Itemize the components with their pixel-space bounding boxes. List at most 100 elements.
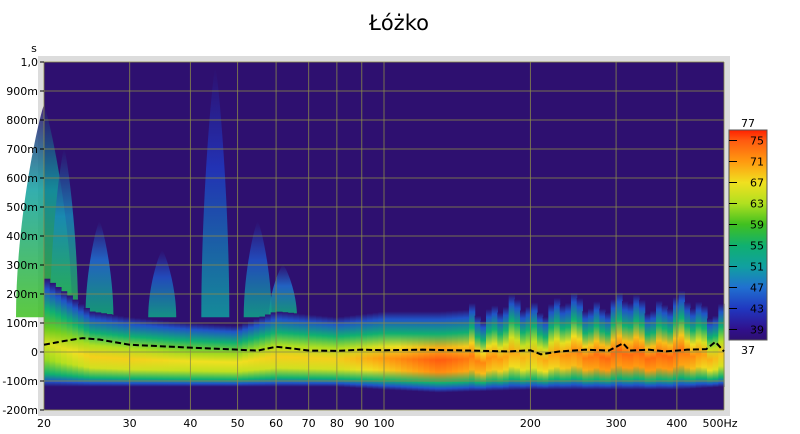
spectral-band <box>531 302 538 390</box>
spectral-band <box>83 307 90 387</box>
spectral-band <box>508 294 515 391</box>
spectral-band <box>503 306 510 391</box>
spectral-band <box>95 312 102 387</box>
spectral-band <box>537 312 544 390</box>
y-tick-label: 300m <box>6 259 38 272</box>
spectral-band <box>316 315 323 387</box>
spectral-band <box>157 320 164 387</box>
colorbar-label: 47 <box>750 282 764 295</box>
spectral-band <box>639 299 646 390</box>
colorbar-label: 67 <box>750 177 764 190</box>
spectral-band <box>474 315 481 392</box>
decay-tail <box>201 67 230 318</box>
spectral-band <box>571 292 578 390</box>
spectral-band <box>100 313 107 387</box>
spectral-band <box>112 314 119 387</box>
y-tick-label: 400m <box>6 230 38 243</box>
spectral-band <box>231 325 238 387</box>
spectral-band <box>673 297 680 390</box>
spectral-band <box>214 324 221 387</box>
spectral-band <box>525 306 532 390</box>
spectral-band <box>253 318 260 387</box>
spectral-band <box>718 303 725 387</box>
spectral-band <box>168 321 175 387</box>
spectral-band <box>61 291 68 387</box>
colorbar-label: 63 <box>750 198 764 211</box>
x-tick-label: 70 <box>302 417 316 430</box>
spectral-band <box>78 303 85 387</box>
spectral-band <box>293 313 300 387</box>
spectral-band <box>140 318 147 387</box>
spectral-band <box>389 311 396 391</box>
spectral-band <box>667 308 674 390</box>
spectral-band <box>355 314 362 389</box>
spectral-band <box>265 314 272 387</box>
spectral-band <box>276 311 283 387</box>
spectral-band <box>378 311 385 390</box>
spectral-band <box>191 323 198 387</box>
y-tick-label: 900m <box>6 85 38 98</box>
spectral-band <box>163 320 170 387</box>
spectral-band <box>242 323 249 387</box>
spectral-band <box>185 322 192 387</box>
spectral-band <box>656 300 663 390</box>
spectral-band <box>633 294 640 390</box>
y-tick-label: 100m <box>6 317 38 330</box>
spectral-band <box>469 303 476 392</box>
spectral-band <box>225 325 232 387</box>
colorbar-label: 39 <box>750 324 764 337</box>
spectral-band <box>491 305 498 391</box>
spectral-band <box>707 318 714 388</box>
spectral-band <box>367 313 374 389</box>
spectral-band <box>412 311 419 392</box>
y-tick-label: -100m <box>2 375 38 388</box>
spectral-band <box>117 315 124 387</box>
y-tick-label: 200m <box>6 288 38 301</box>
spectral-band <box>270 312 277 387</box>
spectral-band <box>661 304 668 390</box>
decay-tail <box>148 250 177 318</box>
spectral-band <box>452 310 459 393</box>
spectral-band <box>548 303 555 390</box>
colorbar-label: 77 <box>741 117 755 130</box>
spectral-band <box>287 312 294 387</box>
spectral-band <box>236 325 243 387</box>
spectral-band <box>55 287 62 387</box>
x-tick-label: 20 <box>37 417 51 430</box>
spectral-band <box>593 301 600 390</box>
spectral-band <box>599 308 606 390</box>
x-tick-label: 400 <box>666 417 687 430</box>
decay-tail <box>243 221 272 318</box>
x-tick-label: 100 <box>374 417 395 430</box>
spectral-band <box>151 319 158 387</box>
colorbar-label: 59 <box>750 219 764 232</box>
spectral-band <box>180 322 187 387</box>
x-tick-label: 200 <box>520 417 541 430</box>
spectral-band <box>197 323 204 387</box>
spectral-band <box>202 323 209 387</box>
x-tick-label: 50 <box>231 417 245 430</box>
spectral-band <box>361 313 368 389</box>
y-tick-label: 700m <box>6 143 38 156</box>
y-tick-label: 1,0 <box>21 56 39 69</box>
spectral-band <box>627 302 634 390</box>
spectral-band <box>559 305 566 390</box>
x-tick-label: 30 <box>123 417 137 430</box>
chart-title: Łóżko <box>368 11 429 35</box>
y-tick-label: 0 <box>31 346 38 359</box>
colorbar-gradient <box>728 129 768 341</box>
spectral-band <box>690 308 697 389</box>
colorbar: 77 75 71 67 63 59 55 51 47 43 39 37 <box>728 117 768 357</box>
spectral-band <box>299 313 306 387</box>
y-tick-label: 500m <box>6 201 38 214</box>
colorbar-label: 37 <box>741 344 755 357</box>
spectral-band <box>66 295 73 387</box>
spectral-band <box>610 299 617 390</box>
x-tick-label: 300 <box>606 417 627 430</box>
colorbar-label: 55 <box>750 240 764 253</box>
spectral-band <box>174 321 181 387</box>
spectral-band <box>401 311 408 391</box>
spectral-band <box>576 298 583 390</box>
spectral-band <box>72 299 79 387</box>
spectral-band <box>554 297 561 390</box>
